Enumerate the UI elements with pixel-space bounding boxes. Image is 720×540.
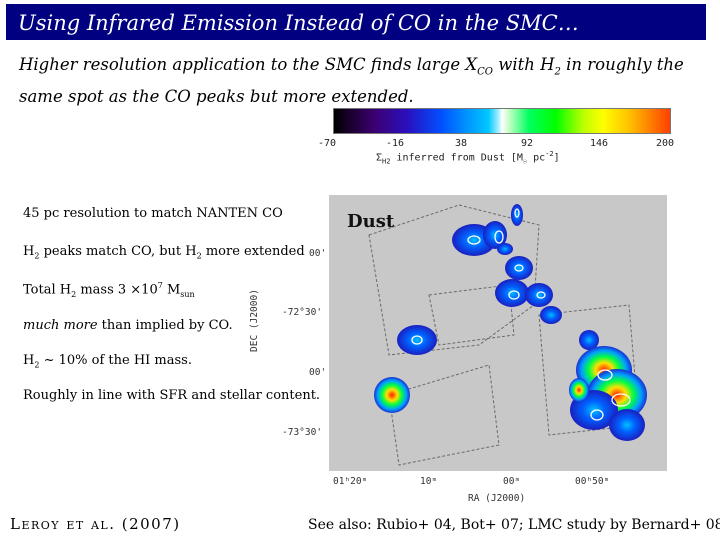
x-tick: 00ᵐ	[503, 476, 521, 487]
y-tick: 00'	[309, 367, 327, 378]
bullet-item: 45 pc resolution to match NANTEN CO	[23, 206, 283, 221]
bullet-text: ~ 10% of the HI mass.	[39, 353, 192, 368]
colorbar-label-part: H2	[382, 157, 391, 166]
bullet-text: M	[162, 282, 181, 298]
bullet-text: mass 3 ×10	[76, 282, 158, 298]
x-tick: 01ʰ20ᵐ	[333, 476, 368, 487]
y-axis-label: DEC (J2000)	[249, 289, 260, 352]
bullet-text: than implied by CO.	[97, 318, 233, 333]
y-tick: -73°30'	[282, 427, 323, 438]
colorbar-label-part: ]	[553, 152, 560, 164]
subtitle-text: in roughly the same spot as the CO peaks…	[19, 55, 684, 107]
colorbar-label-part: ☉	[522, 157, 528, 166]
dust-map: Dust	[329, 195, 667, 471]
colorbar	[333, 108, 671, 134]
subtitle-sub: 2	[554, 66, 561, 78]
colorbar-tick: -16	[386, 138, 405, 149]
colorbar-tick: -70	[318, 138, 337, 149]
x-tick: 10ᵐ	[420, 476, 438, 487]
bullet-item: much more than implied by CO.	[23, 318, 233, 333]
colorbar-tick: 38	[455, 138, 468, 149]
y-tick: -72°30'	[282, 307, 323, 318]
bullet-item: Roughly in line with SFR and stellar con…	[23, 388, 320, 403]
subtitle-sub: CO	[477, 66, 493, 78]
citation: Leroy et al. (2007)	[10, 515, 181, 533]
bullet-emphasis: much more	[23, 318, 98, 333]
bullet-sub: 2	[196, 251, 202, 261]
bullet-text: H	[23, 244, 35, 259]
colorbar-tick: 200	[656, 138, 675, 149]
bullet-text: H	[23, 353, 35, 368]
title-bar: Using Infrared Emission Instead of CO in…	[6, 4, 706, 40]
bullet-sub: sun	[180, 289, 195, 299]
bullet-item: H2 ~ 10% of the HI mass.	[23, 353, 192, 370]
bullet-sup: 7	[157, 281, 163, 290]
subtitle-text: with H	[492, 55, 555, 74]
x-axis-label: RA (J2000)	[468, 493, 526, 504]
y-tick: 00'	[309, 248, 327, 259]
colorbar-tick: 146	[590, 138, 609, 149]
map-label: Dust	[347, 211, 395, 232]
subtitle-text: Higher resolution application to the SMC…	[19, 55, 478, 74]
colorbar-tick: 92	[521, 138, 534, 149]
co-contours	[411, 208, 631, 421]
x-tick: 00ʰ50ᵐ	[575, 476, 610, 487]
bullet-sub: 2	[34, 251, 40, 261]
see-also: See also: Rubio+ 04, Bot+ 07; LMC study …	[308, 517, 720, 533]
slide-subtitle: Higher resolution application to the SMC…	[19, 52, 709, 109]
colorbar-label: ΣH2 inferred from Dust [M☉ pc-2]	[376, 150, 560, 165]
bullet-text: peaks match CO, but H	[39, 244, 197, 259]
bullet-sub: 2	[71, 289, 77, 299]
colorbar-label-part: pc	[527, 152, 546, 164]
bullet-text: Roughly in line with SFR and stellar con…	[23, 388, 321, 403]
dust-map-image	[368, 204, 647, 466]
bullet-text: 45 pc resolution to match NANTEN CO	[23, 206, 283, 221]
colorbar-label-part: Σ	[376, 152, 383, 164]
bullet-text: Total H	[23, 282, 72, 298]
colorbar-label-part: inferred from Dust [M	[390, 152, 523, 164]
colorbar-label-part: -2	[545, 150, 554, 158]
bullet-item: Total H2 mass 3 ×107 Msun	[23, 281, 195, 299]
slide-title: Using Infrared Emission Instead of CO in…	[18, 11, 579, 35]
bullet-text: more extended	[201, 244, 305, 259]
bullet-item: H2 peaks match CO, but H2 more extended	[23, 244, 305, 261]
bullet-sub: 2	[34, 360, 40, 370]
